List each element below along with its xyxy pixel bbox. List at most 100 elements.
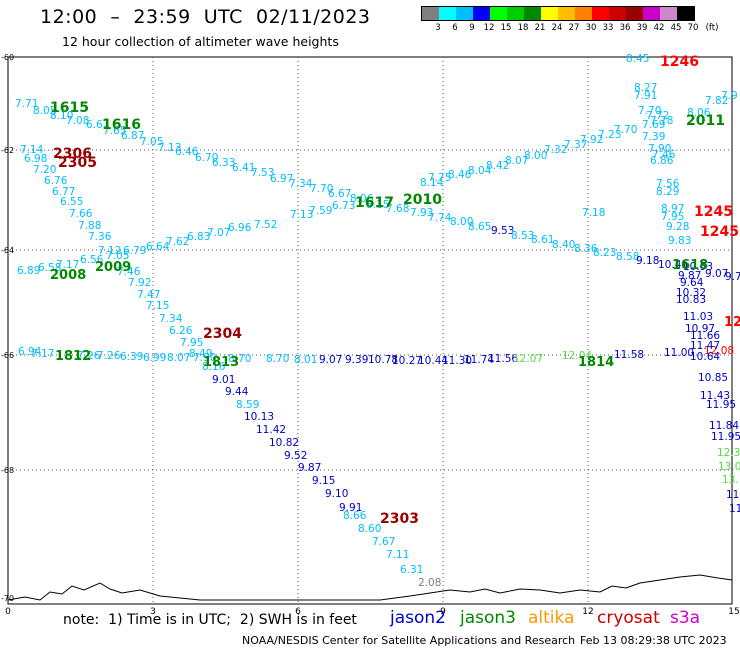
swh-value: 9.64 <box>680 277 704 289</box>
swh-value: 11 <box>726 489 739 501</box>
swh-value: 8.59 <box>236 399 259 411</box>
legend-label: 30 <box>585 23 597 33</box>
swh-value: 10.13 <box>244 411 274 423</box>
swh-value: 7.69 <box>642 119 665 131</box>
swh-value: 11 <box>729 503 740 515</box>
swh-value: 7.17 <box>31 348 54 360</box>
swh-value: 12.04 <box>562 350 592 362</box>
legend-swatch <box>643 7 660 20</box>
swh-value: 9.53 <box>491 225 514 237</box>
swh-value: 8.00 <box>524 150 547 162</box>
legend-swatch <box>592 7 609 20</box>
swh-value: 7.70 <box>638 105 661 117</box>
track-time-label: 2009 <box>95 260 131 275</box>
swh-value: 6.33 <box>212 157 235 169</box>
x-tick-label: 0 <box>5 607 11 617</box>
swh-value: 7.95 <box>180 337 203 349</box>
track-time-label: 1245 <box>694 204 733 220</box>
swh-value: 8.06 <box>687 107 711 119</box>
track-time-label: 1813 <box>203 355 239 370</box>
swh-value: 7.93 <box>410 207 433 219</box>
swh-value: 7.59 <box>309 205 332 217</box>
swh-value: 7.14 <box>20 144 44 156</box>
swh-value: 9.83 <box>668 235 691 247</box>
swh-value: 11.95 <box>706 399 736 411</box>
swh-value: 6.31 <box>400 564 423 576</box>
swh-value: 7.56 <box>656 178 680 190</box>
swh-value: 7.36 <box>88 231 112 243</box>
legend-label: 24 <box>551 23 563 33</box>
swh-value: 6.39 <box>120 351 143 363</box>
swh-value: 8.29 <box>656 186 679 198</box>
swh-value: 6.73 <box>332 200 355 212</box>
swh-value: 8.66 <box>343 510 367 522</box>
swh-value: 8.42 <box>486 160 509 172</box>
satellite-cryosat: cryosat <box>597 608 660 628</box>
swh-value: 11.30 <box>442 355 472 367</box>
swh-value: 8.45 <box>626 53 649 65</box>
swh-value: 8.65 <box>468 221 491 233</box>
track-time-label: 2010 <box>403 192 442 208</box>
swh-value: 7.92 <box>580 134 603 146</box>
swh-value: 8.58 <box>616 251 639 263</box>
swh-value: 8.49 <box>189 348 212 360</box>
swh-value: 11.66 <box>690 330 720 342</box>
swh-value: 6.87 <box>121 130 144 142</box>
swh-value: 9.07 <box>705 268 728 280</box>
swh-value: 7.05 <box>140 136 163 148</box>
y-tick-label: -64 <box>1 246 14 255</box>
x-tick-label: 6 <box>295 607 301 617</box>
legend-label: 3 <box>435 23 441 33</box>
track-time-label: 2008 <box>50 268 86 283</box>
swh-value: 6.99 <box>143 352 166 364</box>
swh-value: 8.06 <box>350 193 374 205</box>
legend-swatch <box>456 7 473 20</box>
swh-value: 8.01 <box>294 354 317 366</box>
swh-value: 10.97 <box>685 323 715 335</box>
swh-value: 7.26 <box>97 350 121 362</box>
coastline <box>7 574 733 601</box>
swh-value: 7.74 <box>428 212 452 224</box>
swh-value: 12.37 <box>717 447 740 459</box>
swh-value: 8.04 <box>468 165 492 177</box>
swh-value: 7.34 <box>159 313 183 325</box>
swh-value: 7.05 <box>106 250 129 262</box>
swh-value: 11.00 <box>664 347 694 359</box>
swh-value: 11.43 <box>700 390 730 402</box>
map-frame <box>7 56 733 605</box>
swh-value: 7.75 <box>428 172 451 184</box>
legend-swatch <box>558 7 575 20</box>
swh-value: 6.79 <box>123 245 146 257</box>
y-tick-label: -60 <box>1 53 14 62</box>
legend-swatch <box>575 7 592 20</box>
swh-value: 9.87 <box>678 270 701 282</box>
legend-label: 36 <box>619 23 631 33</box>
track-time-label: 1616 <box>102 117 141 133</box>
legend-swatch <box>660 7 677 20</box>
legend-swatch <box>473 7 490 20</box>
swh-value: 6.86 <box>650 155 674 167</box>
swh-value: 2.08 <box>418 577 441 589</box>
swh-value: 7.70 <box>310 183 333 195</box>
swh-value: 7.34 <box>289 178 313 190</box>
swh-value: 7.20 <box>33 164 56 176</box>
track-time-label: 2306 <box>53 146 92 162</box>
legend-label: 6 <box>452 23 458 33</box>
swh-value: 11.56 <box>488 353 518 365</box>
swh-value: 9.44 <box>225 386 249 398</box>
swh-value: 8.05 <box>33 105 56 117</box>
swh-value: 7.53 <box>251 167 274 179</box>
swh-value: 10.53 <box>683 261 713 273</box>
legend-label: 33 <box>602 23 614 33</box>
x-tick-label: 3 <box>150 607 156 617</box>
swh-value: 13. <box>722 474 739 486</box>
swh-value: 7.71 <box>15 98 38 110</box>
page-title: 12:00 – 23:59 UTC 02/11/2023 <box>40 6 371 28</box>
swh-value: 8.14 <box>420 177 444 189</box>
swh-value: 7.88 <box>78 220 101 232</box>
swh-value: 7.9 <box>721 90 738 102</box>
swh-value: 7.32 <box>544 144 567 156</box>
swh-value: 8.07 <box>167 352 190 364</box>
y-tick-label: -66 <box>1 351 14 360</box>
swh-value: 10.82 <box>269 437 299 449</box>
